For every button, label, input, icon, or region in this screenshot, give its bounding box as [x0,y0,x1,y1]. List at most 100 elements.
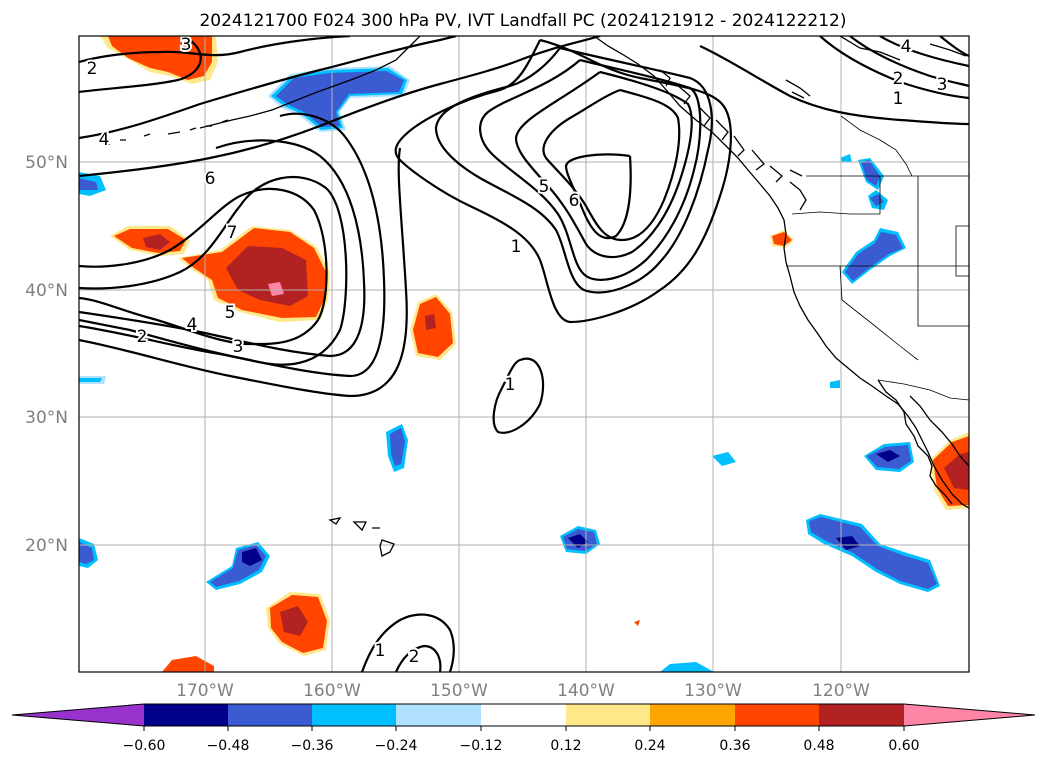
ivt-positive-blob [108,36,212,80]
ivt-positive-blob [772,232,792,246]
pv-contour-line [479,58,702,281]
pv-contour-line [434,46,713,294]
state-lines-east [879,176,969,327]
gulf-of-california-coast [909,395,969,467]
contour-label: 7 [227,223,238,243]
map-panel: 3 2 4 6 7 5 4 3 2 5 6 1 4 3 2 1 1 1 2 [78,35,970,673]
contour-label: 2 [87,59,98,79]
colorbar-segment [735,704,820,726]
ivt-positive-blob [162,656,214,672]
ivt-negative-blob [870,194,884,206]
contour-label: 5 [225,303,236,323]
alaska-peninsula-coast [143,36,421,137]
alaska-canada-border [840,115,913,177]
contour-label: 1 [375,641,386,661]
contour-label: 4 [187,315,198,335]
contour-label: 3 [181,35,192,55]
ivt-negative-blob [390,428,405,466]
pv-contour-line [492,357,545,434]
ivt-positive-blob [634,620,640,626]
california-nevada-border [839,265,919,361]
baja-california-coast [877,379,953,505]
ivt-negative-shading [79,66,940,672]
lat-label: 20°N [25,536,68,556]
pv-contour-line [79,112,386,378]
ivt-negative-blob [830,380,840,388]
pv-contour-line [819,36,969,100]
colorbar-tick-label: 0.12 [550,738,581,754]
pv-contour-line [939,36,969,58]
us-mexico-border [877,379,969,401]
colorbar-tick-label: −0.24 [375,738,418,754]
pv-contour-line [564,153,632,240]
pv-contour-line [79,175,348,366]
colorbar-segment [650,704,735,726]
pv-contour-line [79,36,351,64]
pv-contour-line [849,36,969,88]
contour-label: 4 [901,37,912,57]
pv-contour-line [79,36,457,140]
contour-label: 1 [893,89,904,109]
colorbar-segment [396,704,481,726]
lon-label: 150°W [430,681,488,701]
lon-label: 160°W [303,681,361,701]
lon-label: 170°W [176,681,234,701]
colorbar-segment [566,704,651,726]
ivt-negative-blob [840,154,852,162]
longitude-labels: 170°W 160°W 150°W 140°W 130°W 120°W [176,681,870,701]
contour-label: 2 [893,69,904,89]
colorbar-ticks [143,726,905,731]
ivt-negative-blob [79,178,98,190]
ivt-positive-blob [944,452,969,490]
ivt-positive-blob [425,314,436,330]
ivt-negative-blob [660,662,714,672]
latitude-labels: 50°N 40°N 30°N 20°N [25,153,68,556]
ivt-negative-blob [861,160,880,186]
contour-label: 6 [569,191,580,211]
figure-title: 2024121700 F024 300 hPa PV, IVT Landfall… [199,11,846,31]
lon-label: 130°W [684,681,742,701]
ivt-negative-blob [242,548,262,566]
contour-label: 2 [137,327,148,347]
ivt-negative-blob [712,452,736,466]
washington-oregon-border [791,211,880,215]
colorbar-tick-label: −0.12 [460,738,503,754]
lat-label: 40°N [25,281,68,301]
pv-contour-line [79,36,202,94]
pv-contour-line [79,139,366,358]
pv-contour-labels: 3 2 4 6 7 5 4 3 2 5 6 1 4 3 2 1 1 1 2 [85,35,950,669]
vancouver-island-coast [789,181,807,211]
contour-label: 4 [99,130,110,150]
coastlines [104,36,969,557]
contour-label: 3 [937,75,948,95]
colorbar-segment [819,704,904,726]
colorbar-segment [312,704,397,726]
pv-contour-line [79,36,601,178]
colorbar: −0.60 −0.48 −0.36 −0.24 −0.12 0.12 0.24 … [11,703,1036,754]
ivt-negative-blob [276,71,404,127]
pv-contours [79,36,969,672]
map-background [79,36,969,672]
ivt-positive-blob [280,606,308,636]
ivt-negative-blob [845,232,903,281]
colorbar-extend-high [904,704,1035,726]
colorbar-tick-label: −0.48 [207,738,250,754]
pv-contour-line [879,36,969,68]
lat-label: 50°N [25,153,68,173]
contour-label: 3 [233,337,244,357]
pv-contour-line [514,70,693,259]
aleutian-islands [104,119,229,145]
pv-contour-line [394,644,442,672]
pv-contour-line [394,38,732,324]
ivt-negative-blob [836,536,860,550]
contour-label: 5 [539,177,550,197]
colorbar-segment [144,704,229,726]
contour-label: 2 [409,647,420,667]
colorbar-tick-label: 0.48 [803,738,834,754]
colorbar-extend-low [12,704,144,726]
pv-contour-line [79,187,328,346]
colorbar-segment [228,704,313,726]
pv-contour-line [360,613,455,672]
ivt-positive-shading [100,36,969,672]
